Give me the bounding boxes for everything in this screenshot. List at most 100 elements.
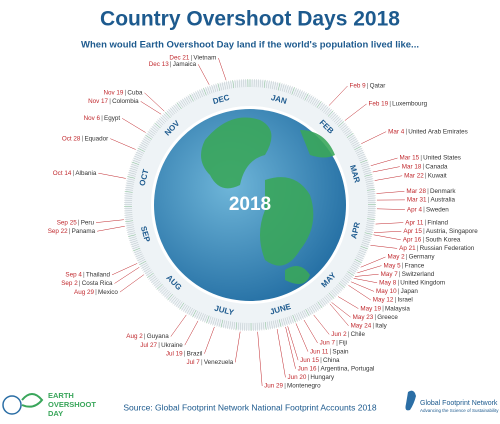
day-tick bbox=[146, 132, 154, 138]
day-tick bbox=[277, 82, 281, 91]
day-tick bbox=[132, 247, 141, 252]
date-label: Mar 31 bbox=[407, 197, 427, 204]
day-tick bbox=[177, 301, 183, 309]
day-tick bbox=[173, 299, 180, 306]
leader-line bbox=[303, 319, 318, 344]
date-label: Aug 29 bbox=[74, 289, 94, 296]
day-tick bbox=[293, 87, 297, 96]
day-tick bbox=[147, 131, 155, 137]
day-tick bbox=[301, 310, 306, 319]
logo-text: OVERSHOOT bbox=[48, 400, 96, 409]
date-label: May 8 bbox=[379, 279, 397, 286]
day-tick bbox=[262, 322, 265, 331]
day-tick bbox=[207, 86, 211, 95]
logo-right: Global Footprint Network Advancing the S… bbox=[405, 390, 499, 413]
day-tick bbox=[164, 291, 170, 298]
country-label: United Arab Emirates bbox=[408, 128, 468, 135]
date-label: Feb 9 bbox=[350, 83, 367, 90]
day-tick bbox=[295, 88, 299, 97]
day-tick bbox=[317, 301, 323, 309]
day-tick bbox=[314, 303, 319, 311]
country-label: Spain bbox=[332, 348, 349, 355]
day-tick bbox=[296, 313, 300, 321]
day-tick bbox=[340, 124, 348, 130]
day-tick bbox=[126, 228, 135, 231]
leader-line bbox=[97, 225, 125, 232]
day-tick bbox=[285, 84, 289, 93]
day-tick bbox=[178, 101, 184, 108]
leader-line bbox=[354, 273, 379, 277]
day-tick bbox=[240, 322, 242, 331]
day-tick bbox=[323, 296, 330, 304]
day-tick bbox=[157, 285, 165, 292]
date-label: May 5 bbox=[383, 262, 401, 269]
country-label: Equador bbox=[84, 135, 108, 142]
day-tick bbox=[124, 195, 133, 197]
leader-line bbox=[357, 265, 382, 274]
day-tick bbox=[236, 79, 239, 88]
date-label: Ap 21 bbox=[399, 245, 416, 252]
country-label: Fiji bbox=[339, 340, 347, 347]
day-tick bbox=[144, 269, 152, 275]
day-tick bbox=[342, 277, 350, 284]
date-label: Jun 2 bbox=[331, 331, 347, 338]
country-label: Finland bbox=[427, 219, 448, 226]
day-tick bbox=[354, 145, 362, 151]
day-tick bbox=[270, 321, 273, 329]
day-tick bbox=[136, 255, 144, 260]
day-tick bbox=[355, 257, 363, 262]
leader-line bbox=[370, 245, 398, 249]
day-tick bbox=[152, 279, 159, 285]
day-tick bbox=[237, 322, 240, 331]
day-tick bbox=[324, 107, 331, 115]
date-label: May 23 bbox=[353, 314, 374, 321]
logo-text: Advancing the Science of Sustainability bbox=[420, 408, 499, 413]
day-tick bbox=[308, 95, 313, 103]
day-tick bbox=[330, 113, 337, 120]
day-tick bbox=[352, 262, 360, 267]
leader-line bbox=[144, 92, 165, 112]
country-label: Germany bbox=[409, 254, 436, 261]
day-tick bbox=[347, 134, 355, 140]
day-tick bbox=[125, 182, 134, 185]
day-tick bbox=[161, 114, 168, 121]
leader-line bbox=[329, 303, 349, 326]
leader-line bbox=[110, 138, 136, 150]
title: Country Overshoot Days 2018 bbox=[100, 8, 400, 31]
date-label: Apr 11 bbox=[405, 219, 424, 226]
country-label: Switzerland bbox=[402, 271, 435, 278]
date-label: Nov 17 bbox=[88, 98, 108, 105]
day-tick bbox=[261, 79, 264, 88]
date-label: Apr 4 bbox=[407, 206, 423, 213]
day-tick bbox=[306, 94, 311, 102]
day-tick bbox=[241, 79, 243, 88]
day-tick bbox=[363, 236, 372, 239]
day-tick bbox=[363, 238, 371, 242]
day-tick bbox=[125, 220, 134, 223]
day-tick bbox=[356, 149, 364, 154]
day-tick bbox=[142, 138, 150, 144]
month-label: DEC bbox=[212, 93, 231, 106]
country-label: Australia bbox=[430, 197, 455, 204]
leader-line bbox=[328, 85, 348, 106]
day-tick bbox=[366, 222, 375, 225]
day-tick bbox=[206, 315, 210, 324]
day-tick bbox=[132, 159, 140, 164]
day-tick bbox=[351, 264, 359, 269]
day-tick bbox=[202, 314, 206, 322]
day-tick bbox=[214, 318, 218, 327]
subtitle: When would Earth Overshoot Day land if t… bbox=[81, 40, 419, 51]
day-tick bbox=[327, 110, 334, 117]
date-label: Jul 27 bbox=[140, 342, 157, 349]
day-tick bbox=[364, 232, 373, 235]
country-label: Luxembourg bbox=[392, 101, 428, 108]
date-label: Jun 15 bbox=[300, 357, 319, 364]
day-tick bbox=[366, 224, 375, 227]
date-label: Aug 2 bbox=[126, 333, 143, 340]
country-label: Panama bbox=[72, 228, 96, 235]
country-label: Colombia bbox=[112, 98, 139, 105]
day-tick bbox=[124, 216, 133, 218]
continents bbox=[201, 117, 335, 284]
day-tick bbox=[165, 292, 172, 299]
day-tick bbox=[297, 89, 301, 98]
